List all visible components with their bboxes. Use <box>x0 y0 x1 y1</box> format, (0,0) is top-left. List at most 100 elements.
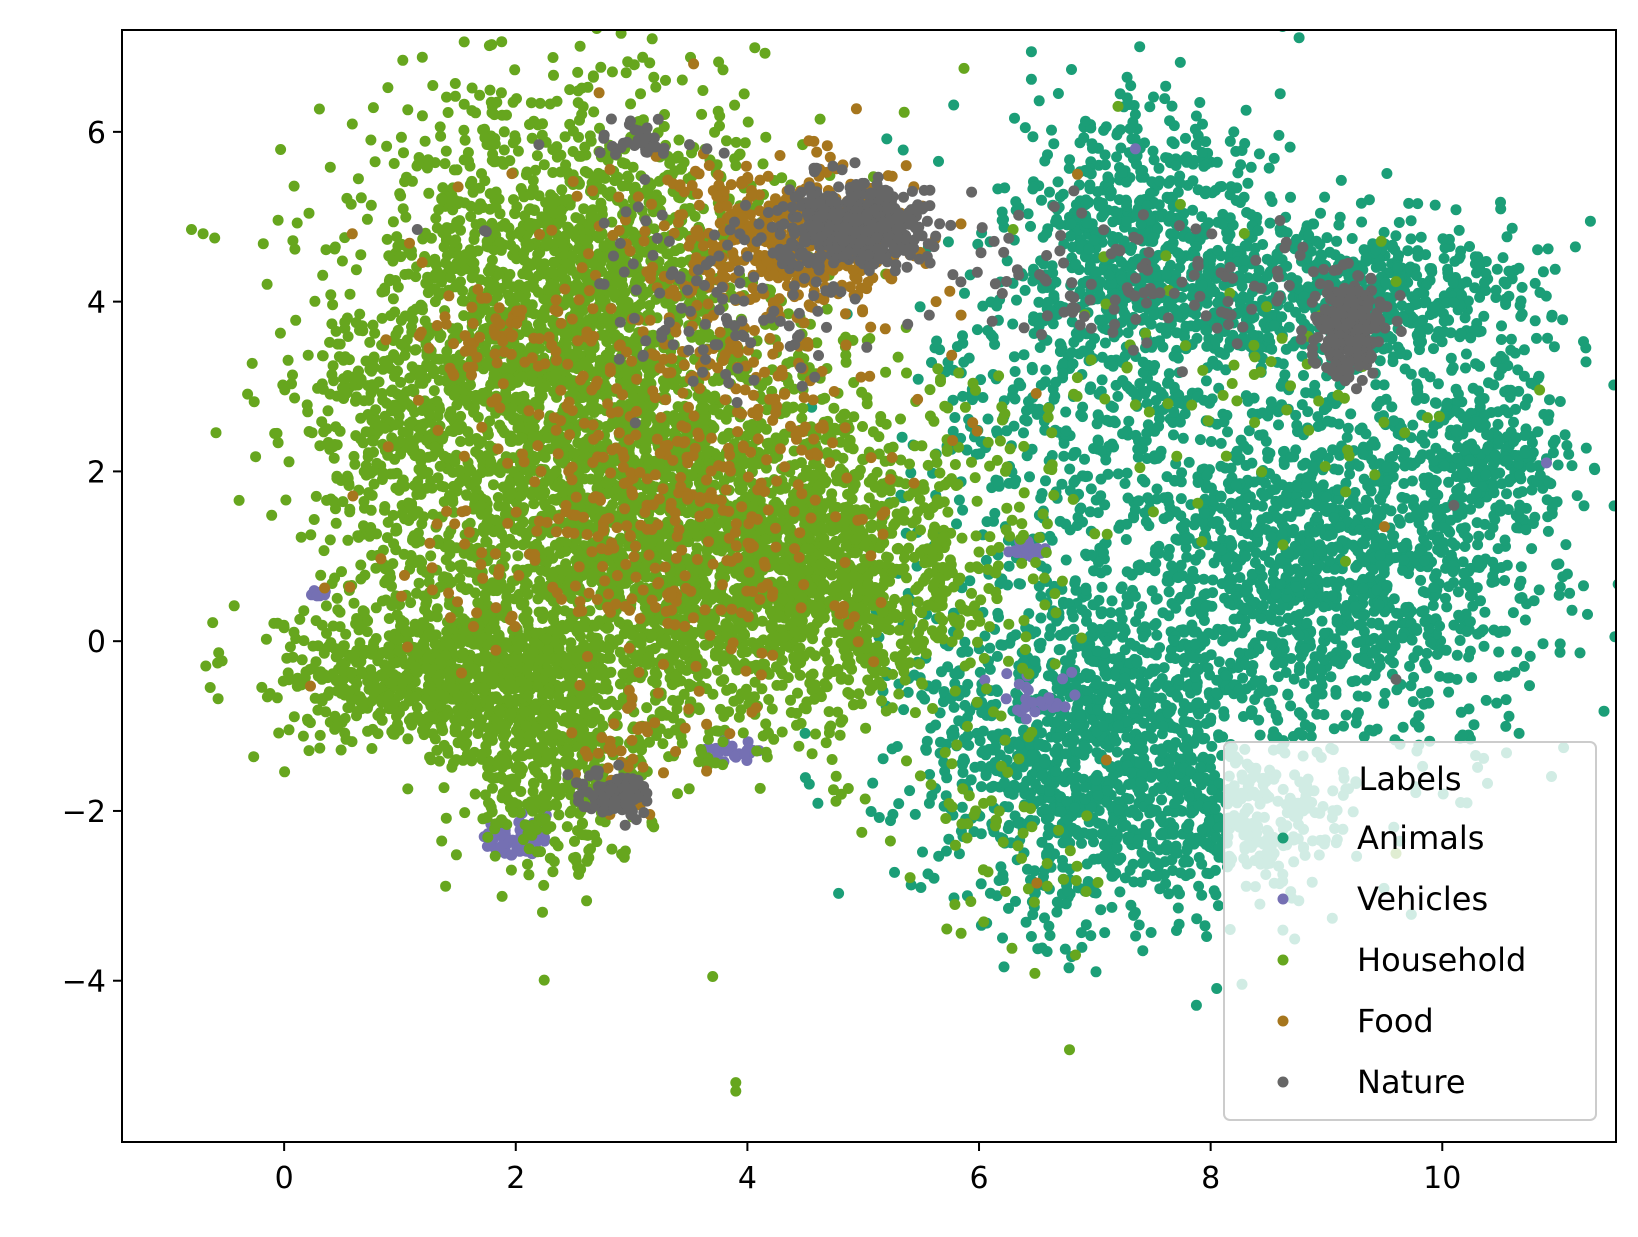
data-point <box>1319 501 1331 513</box>
data-point <box>1293 32 1305 44</box>
data-point <box>1488 487 1500 499</box>
data-point <box>1122 598 1134 610</box>
data-point <box>1051 896 1063 908</box>
data-point <box>1211 156 1223 168</box>
data-point <box>1273 419 1284 431</box>
data-point <box>985 329 997 341</box>
data-point <box>1171 689 1182 701</box>
data-point <box>1453 485 1465 496</box>
data-point <box>1234 197 1246 208</box>
data-point <box>1554 638 1566 650</box>
data-point <box>1212 297 1224 309</box>
data-point <box>1151 593 1163 605</box>
data-point <box>1135 677 1147 689</box>
data-point <box>963 739 975 751</box>
data-point <box>1396 632 1408 644</box>
data-point <box>1405 368 1417 380</box>
data-point <box>1105 607 1117 619</box>
data-point <box>1479 277 1490 288</box>
data-point <box>1547 437 1559 449</box>
data-point <box>1143 520 1155 532</box>
data-point <box>1200 324 1212 336</box>
data-point <box>1209 698 1221 710</box>
data-point <box>1019 122 1031 134</box>
data-point <box>1519 614 1531 626</box>
data-point <box>1513 727 1525 739</box>
data-point <box>1054 629 1066 641</box>
data-point <box>1060 748 1072 760</box>
data-point <box>1083 243 1095 255</box>
data-point <box>1378 379 1390 391</box>
data-point <box>1129 109 1141 120</box>
data-point <box>1488 379 1500 391</box>
data-point <box>1123 99 1135 110</box>
data-point <box>1180 542 1192 554</box>
data-point <box>1516 592 1528 603</box>
data-point <box>975 878 987 890</box>
data-point <box>1560 539 1572 551</box>
data-point <box>1066 666 1078 678</box>
data-point <box>506 849 518 861</box>
data-point <box>956 646 968 658</box>
data-point <box>1391 684 1403 696</box>
data-point <box>1393 217 1405 228</box>
data-point <box>1218 710 1230 722</box>
data-point <box>1170 653 1181 664</box>
data-point <box>1270 473 1282 485</box>
data-point <box>1582 608 1593 620</box>
data-point <box>1277 657 1289 669</box>
data-point <box>1584 215 1596 227</box>
data-point <box>1025 73 1037 85</box>
data-point <box>1429 199 1441 211</box>
data-point <box>1228 613 1240 625</box>
data-point <box>1500 694 1512 706</box>
data-point <box>1440 592 1451 604</box>
data-point <box>1315 207 1326 219</box>
data-point <box>1222 579 1234 591</box>
data-point <box>951 518 962 530</box>
data-point <box>1122 327 1134 339</box>
data-point <box>1199 652 1211 664</box>
data-point <box>1239 659 1251 671</box>
data-point <box>1272 671 1284 683</box>
data-point <box>1482 429 1494 441</box>
data-point <box>1025 46 1037 58</box>
data-point <box>1360 428 1372 440</box>
data-point <box>1384 629 1396 641</box>
data-point <box>1101 670 1113 682</box>
data-point <box>1241 511 1253 523</box>
data-point <box>1013 739 1025 751</box>
data-point <box>1228 519 1240 530</box>
data-point <box>1378 697 1390 709</box>
data-point <box>1156 771 1168 783</box>
data-point <box>1288 673 1300 685</box>
data-point <box>1033 95 1045 107</box>
data-point <box>1478 640 1490 652</box>
data-point <box>1300 457 1311 469</box>
data-point <box>1397 721 1409 733</box>
data-point <box>1420 614 1432 626</box>
data-point <box>1411 503 1422 515</box>
data-point <box>1093 594 1105 606</box>
data-point <box>1542 243 1554 255</box>
data-point <box>1079 453 1090 465</box>
data-point <box>1519 430 1531 441</box>
data-point <box>1412 386 1424 398</box>
data-point <box>1346 233 1358 244</box>
data-point <box>1511 646 1523 658</box>
data-point <box>1192 726 1204 738</box>
data-point <box>1079 793 1091 805</box>
data-point <box>1209 803 1221 815</box>
data-point <box>1318 601 1330 613</box>
data-point <box>1066 347 1078 359</box>
data-point <box>1500 293 1511 305</box>
data-point <box>1322 415 1334 427</box>
data-point <box>1359 503 1371 515</box>
data-point <box>1442 263 1454 275</box>
data-point <box>1290 581 1302 593</box>
data-point <box>1189 638 1201 650</box>
data-point <box>1163 497 1175 509</box>
data-point <box>1371 584 1383 596</box>
data-point <box>1314 559 1326 571</box>
data-point <box>1053 644 1065 656</box>
